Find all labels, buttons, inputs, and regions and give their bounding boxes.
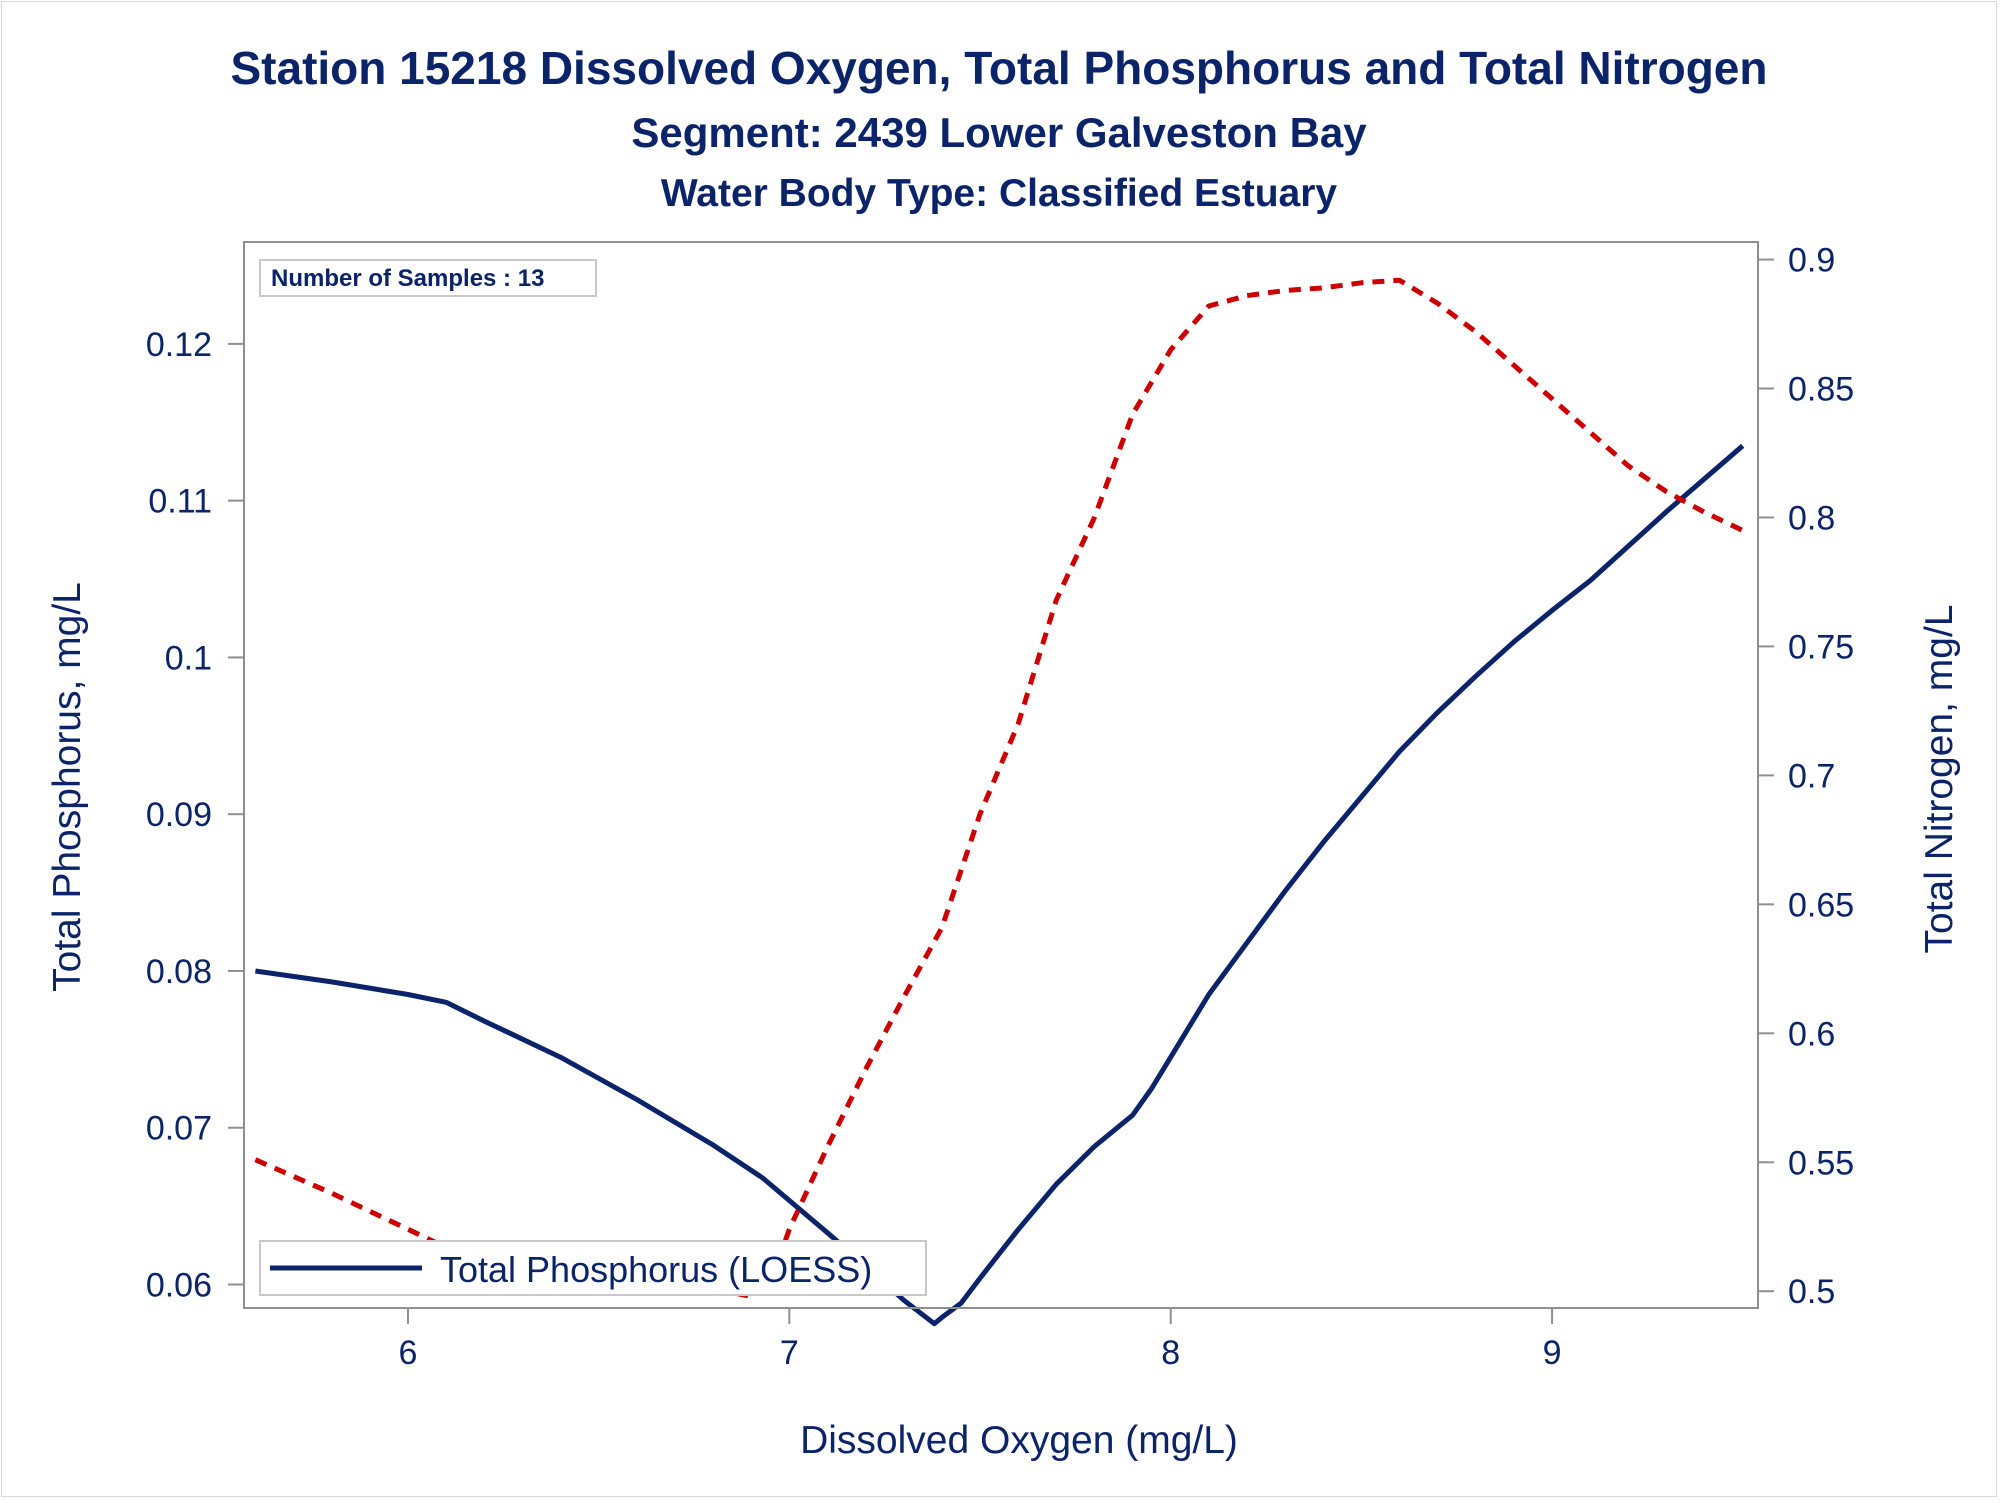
y-tick-label-right: 0.9 — [1788, 242, 1835, 280]
sample-count-text: Number of Samples : 13 — [271, 265, 544, 292]
y-tick-label-right: 0.6 — [1788, 1015, 1835, 1053]
y-tick-label-left: 0.07 — [146, 1110, 212, 1148]
chart-subtitle-water-body: Water Body Type: Classified Estuary — [661, 172, 1337, 215]
chart-title: Station 15218 Dissolved Oxygen, Total Ph… — [230, 42, 1767, 94]
series-line-total-phosphorus — [255, 443, 1745, 1327]
plot-area — [254, 277, 1745, 1327]
legend: Total Phosphorus (LOESS) — [259, 1240, 927, 1296]
x-axis-label: Dissolved Oxygen (mg/L) — [800, 1419, 1238, 1462]
y-tick-label-left: 0.11 — [148, 483, 212, 521]
plot-border — [243, 241, 1759, 1309]
x-tick-label: 6 — [399, 1334, 418, 1372]
y-tick-label-right: 0.85 — [1788, 371, 1854, 409]
y-tick-label-right: 0.8 — [1788, 499, 1835, 537]
y-tick-label-left: 0.09 — [146, 796, 212, 834]
y-tick-label-right: 0.75 — [1788, 628, 1854, 666]
x-tick-label: 8 — [1161, 1334, 1180, 1372]
series-line-total-nitrogen — [254, 277, 1744, 1299]
y-tick-label-left: 0.06 — [146, 1266, 212, 1304]
y-tick-label-left: 0.12 — [146, 326, 212, 364]
sample-count-box: Number of Samples : 13 — [259, 259, 597, 297]
y-tick-label-right: 0.65 — [1788, 886, 1854, 924]
y-axis-label-left: Total Phosphorus, mg/L — [46, 582, 89, 992]
y-tick-label-right: 0.5 — [1788, 1273, 1835, 1311]
legend-label-total-phosphorus: Total Phosphorus (LOESS) — [440, 1249, 872, 1290]
y-axis-label-right: Total Nitrogen, mg/L — [1918, 604, 1961, 953]
x-tick-label: 7 — [780, 1334, 799, 1372]
x-tick-label: 9 — [1543, 1334, 1562, 1372]
chart-subtitle-segment: Segment: 2439 Lower Galveston Bay — [631, 109, 1367, 156]
y-tick-label-right: 0.55 — [1788, 1144, 1854, 1182]
y-tick-label-right: 0.7 — [1788, 757, 1835, 795]
axes: 6 7 8 9 0.06 0.07 0.08 0.09 0.1 0.11 0.12 0.5 0.55 0.… — [146, 241, 1854, 1372]
y-tick-label-left: 0.08 — [146, 953, 212, 991]
y-tick-label-left: 0.1 — [165, 639, 212, 677]
